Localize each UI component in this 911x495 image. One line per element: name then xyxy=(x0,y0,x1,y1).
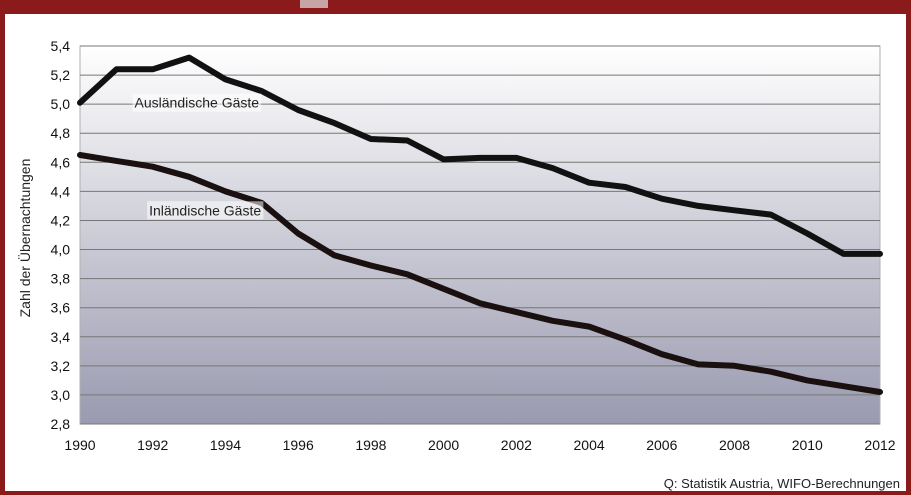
source-note: Q: Statistik Austria, WIFO-Berechnungen xyxy=(664,476,900,491)
y-tick-label: 2,8 xyxy=(51,416,71,432)
y-tick-label: 4,0 xyxy=(51,242,71,258)
y-tick-label: 4,6 xyxy=(51,154,71,170)
y-tick-label: 5,4 xyxy=(51,38,71,54)
y-tick-label: 3,4 xyxy=(51,329,71,345)
x-axis-ticks: 1990 1992 1994 1996 1998 2000 2002 2004 2006 2008… xyxy=(64,437,895,453)
x-tick-label: 2006 xyxy=(646,437,677,453)
y-axis-label: Zahl der Übernachtungen xyxy=(16,159,33,318)
x-tick-label: 2004 xyxy=(574,437,605,453)
x-tick-label: 2002 xyxy=(501,437,532,453)
x-tick-label: 2012 xyxy=(864,437,895,453)
series-label-bg xyxy=(147,201,264,220)
y-tick-label: 3,0 xyxy=(51,387,71,403)
title-bar-fragment xyxy=(300,0,328,8)
x-tick-label: 2010 xyxy=(792,437,823,453)
y-tick-label: 4,4 xyxy=(51,183,71,199)
x-tick-label: 1994 xyxy=(210,437,241,453)
series-labels: Ausländische Gäste Inländische Gäste xyxy=(132,93,264,220)
x-tick-label: 1996 xyxy=(283,437,314,453)
series-label-auslaendische-gaeste: Ausländische Gäste xyxy=(135,95,260,111)
x-tick-label: 1992 xyxy=(137,437,168,453)
series-line-inlaendische-gaeste xyxy=(77,152,883,395)
x-tick-label: 1990 xyxy=(64,437,95,453)
y-tick-label: 3,8 xyxy=(51,271,71,287)
y-tick-label: 4,8 xyxy=(51,125,71,141)
x-tick-label: 2000 xyxy=(428,437,459,453)
series-label-bg xyxy=(132,93,262,112)
y-tick-label: 5,2 xyxy=(51,67,71,83)
x-tick-label: 1998 xyxy=(355,437,386,453)
y-tick-label: 4,2 xyxy=(51,212,71,228)
series-label-inlaendische-gaeste: Inländische Gäste xyxy=(149,202,261,218)
y-tick-label: 3,2 xyxy=(51,358,71,374)
y-tick-label: 5,0 xyxy=(51,96,71,112)
series-group xyxy=(77,54,883,395)
y-axis-ticks: 5,4 5,2 5,0 4,8 4,6 4,4 4,2 4,0 3,8 3,6 3,4 3,2 3,0 2… xyxy=(51,38,71,432)
x-tick-label: 2008 xyxy=(719,437,750,453)
title-bar xyxy=(0,0,911,14)
series-line-auslaendische-gaeste xyxy=(77,54,883,257)
y-tick-label: 3,6 xyxy=(51,300,71,316)
